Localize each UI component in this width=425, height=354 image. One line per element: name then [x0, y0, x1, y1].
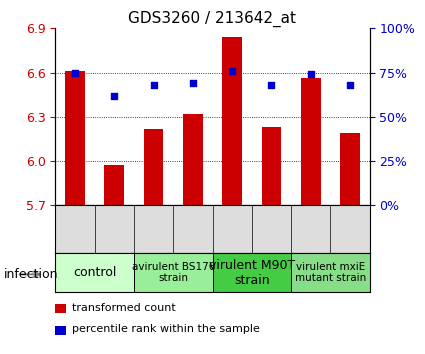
Text: transformed count: transformed count [72, 303, 176, 313]
Text: virulent M90T
strain: virulent M90T strain [209, 258, 295, 287]
Text: virulent mxiE
mutant strain: virulent mxiE mutant strain [295, 262, 366, 284]
Point [150, 82, 157, 88]
Bar [65, 71, 85, 205]
Point [268, 82, 275, 88]
Bar [183, 114, 203, 205]
Bar [262, 127, 281, 205]
Point [111, 93, 118, 98]
Point [190, 80, 196, 86]
Bar [301, 79, 320, 205]
FancyBboxPatch shape [291, 253, 370, 292]
Text: infection: infection [4, 268, 59, 281]
Point [347, 82, 354, 88]
Text: percentile rank within the sample: percentile rank within the sample [72, 324, 260, 334]
Bar [340, 133, 360, 205]
Text: control: control [73, 266, 116, 279]
Bar [105, 166, 124, 205]
Title: GDS3260 / 213642_at: GDS3260 / 213642_at [128, 11, 297, 27]
FancyBboxPatch shape [212, 253, 291, 292]
Text: avirulent BS176
strain: avirulent BS176 strain [131, 262, 215, 284]
FancyBboxPatch shape [134, 253, 212, 292]
Point [307, 72, 314, 77]
Bar [144, 129, 163, 205]
Bar [222, 37, 242, 205]
Point [229, 68, 235, 74]
Point [71, 70, 78, 75]
FancyBboxPatch shape [55, 253, 134, 292]
